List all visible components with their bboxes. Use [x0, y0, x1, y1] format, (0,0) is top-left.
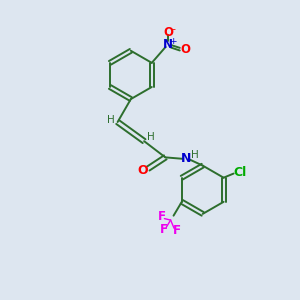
- Text: -: -: [171, 24, 175, 34]
- Text: N: N: [163, 38, 173, 51]
- Text: O: O: [181, 43, 190, 56]
- Text: F: F: [172, 224, 181, 237]
- Text: F: F: [160, 223, 168, 236]
- Text: F: F: [158, 210, 166, 223]
- Text: Cl: Cl: [234, 166, 247, 179]
- Text: O: O: [163, 26, 173, 39]
- Text: O: O: [138, 164, 148, 177]
- Text: H: H: [147, 132, 154, 142]
- Text: +: +: [169, 37, 177, 46]
- Text: N: N: [181, 152, 192, 165]
- Text: H: H: [191, 150, 199, 160]
- Text: H: H: [107, 115, 115, 125]
